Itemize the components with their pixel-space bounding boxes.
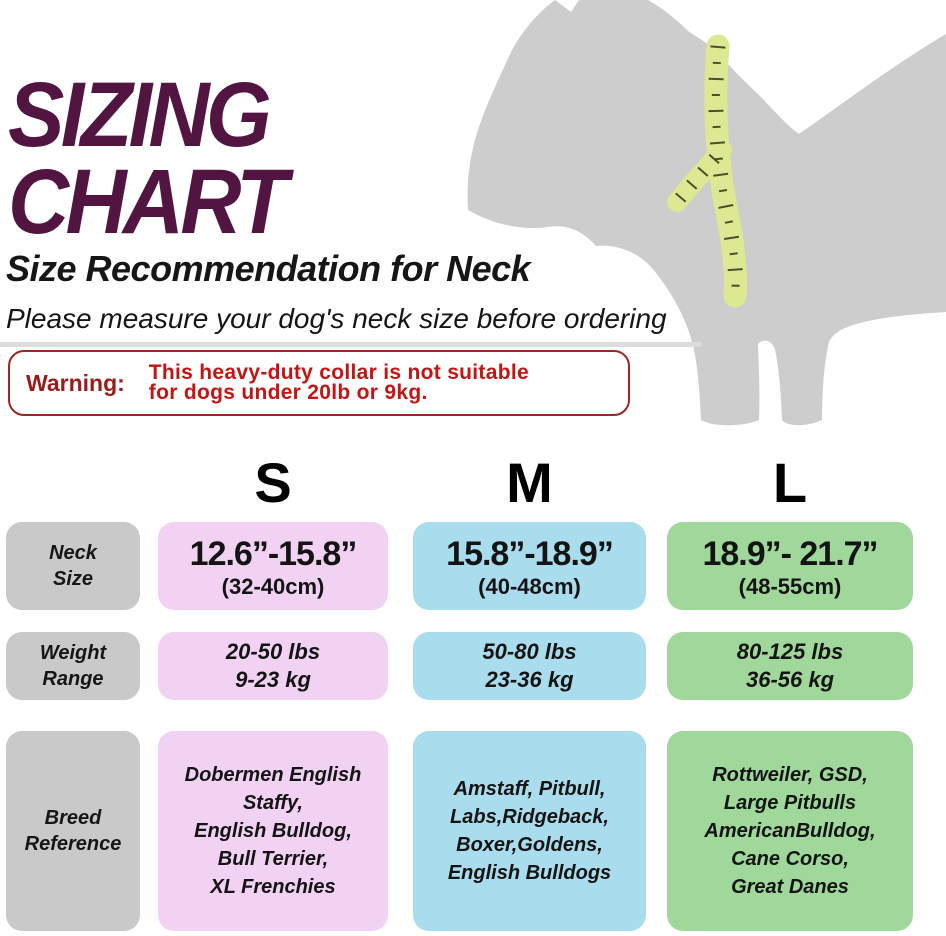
neck-size-cell-m: 15.8”-18.9” (40-48cm) [413, 522, 646, 610]
page-title: SIZING CHART [8, 64, 288, 253]
breed-list: Dobermen English Staffy, English Bulldog… [184, 764, 362, 898]
neck-size-inches: 12.6”-15.8” [189, 534, 358, 573]
measure-note: Please measure your dog's neck size befo… [6, 303, 667, 334]
breed-cell-s: Dobermen English Staffy, English Bulldog… [158, 731, 388, 931]
dog-silhouette [467, 0, 946, 426]
neck-size-cm: (40-48cm) [478, 573, 581, 599]
neck-size-cell-l: 18.9”- 21.7” (48-55cm) [667, 522, 913, 610]
column-header-s: S [254, 451, 292, 514]
row-label-text: Weight Range [39, 642, 107, 690]
weight-range-text: 20-50 lbs 9-23 kg [225, 639, 321, 692]
page-subtitle: Size Recommendation for Neck [6, 248, 531, 289]
tape-branch-tick-marks [672, 145, 727, 207]
warning-label: Warning: [26, 369, 125, 396]
breed-list: Amstaff, Pitbull, Labs,Ridgeback, Boxer,… [447, 778, 612, 884]
neck-size-cm: (32-40cm) [221, 573, 325, 599]
neck-size-cell-s: 12.6”-15.8” (32-40cm) [158, 522, 388, 610]
weight-cell-m: 50-80 lbs 23-36 kg [413, 632, 646, 700]
row-label-text: Neck Size [49, 542, 97, 590]
warning-box: Warning: This heavy-duty collar is not s… [8, 350, 630, 416]
breed-list: Rottweiler, GSD, Large Pitbulls American… [704, 764, 876, 898]
neck-size-inches: 18.9”- 21.7” [702, 534, 878, 573]
row-label-text: Breed Reference [24, 807, 122, 855]
weight-range-text: 50-80 lbs 23-36 kg [482, 639, 577, 692]
divider-line [0, 342, 702, 347]
column-header-m: M [506, 451, 553, 514]
dog-illustration-svg [467, 0, 946, 426]
neck-size-inches: 15.8”-18.9” [446, 534, 614, 573]
column-header-l: L [772, 451, 808, 514]
breed-cell-l: Rottweiler, GSD, Large Pitbulls American… [667, 731, 913, 931]
weight-cell-s: 20-50 lbs 9-23 kg [158, 632, 388, 700]
row-label-neck-size: Neck Size [6, 522, 140, 610]
tape-tick-marks [708, 45, 744, 297]
row-label-weight-range: Weight Range [6, 632, 140, 700]
dog-illustration [446, 0, 946, 430]
breed-cell-m: Amstaff, Pitbull, Labs,Ridgeback, Boxer,… [413, 731, 646, 931]
neck-size-cm: (48-55cm) [738, 573, 842, 599]
weight-cell-l: 80-125 lbs 36-56 kg [667, 632, 913, 700]
row-label-breed-reference: Breed Reference [6, 731, 140, 931]
weight-range-text: 80-125 lbs 36-56 kg [736, 639, 844, 692]
warning-text: This heavy-duty collar is not suitable f… [148, 361, 529, 404]
